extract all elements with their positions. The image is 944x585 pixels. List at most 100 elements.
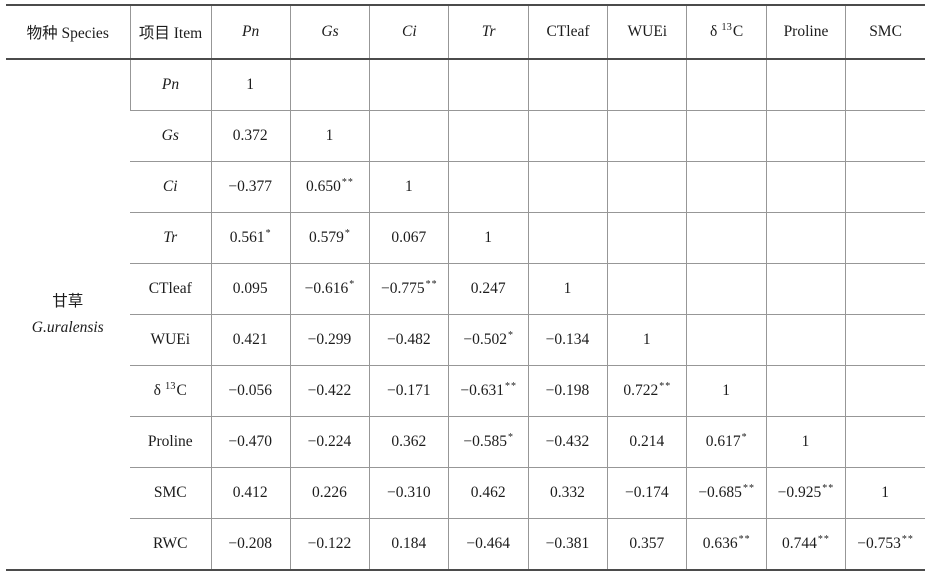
matrix-cell: −0.432	[527, 416, 608, 468]
matrix-cell: −0.616*	[289, 263, 370, 315]
row-label-smc: SMC	[130, 467, 211, 519]
matrix-cell: 0.095	[210, 263, 291, 315]
table-body: 甘草 G.uralensis Pn 1 Gs 0.372 1	[6, 58, 925, 570]
matrix-cell: −0.470	[210, 416, 291, 468]
matrix-cell	[845, 365, 925, 417]
col-header-item: 项目 Item	[129, 5, 211, 60]
col-header-wuei: WUEi	[607, 5, 687, 60]
matrix-cell	[845, 263, 925, 315]
matrix-cell	[607, 161, 687, 213]
row-label-proline: Proline	[130, 416, 211, 468]
col-header-pn: Pn	[210, 5, 291, 60]
table-row-wuei: WUEi 0.421 −0.299 −0.482 −0.502* −0.134 …	[6, 314, 925, 366]
matrix-cell	[686, 110, 767, 162]
matrix-cell	[369, 58, 449, 111]
col-header-gs: Gs	[289, 5, 370, 60]
table-row-rwc: RWC −0.208 −0.122 0.184 −0.464 −0.381 0.…	[6, 518, 925, 570]
col-header-ci: Ci	[369, 5, 449, 60]
matrix-cell: 0.362	[369, 416, 449, 468]
matrix-cell	[765, 212, 846, 264]
matrix-cell: −0.208	[210, 518, 291, 570]
matrix-cell	[527, 161, 608, 213]
col-header-proline: Proline	[765, 5, 846, 60]
matrix-cell	[607, 212, 687, 264]
col-header-ctleaf: CTleaf	[527, 5, 608, 60]
matrix-cell: 0.617*	[686, 416, 767, 468]
matrix-cell: −0.171	[369, 365, 449, 417]
matrix-cell: −0.056	[210, 365, 291, 417]
table-row-proline: Proline −0.470 −0.224 0.362 −0.585* −0.4…	[6, 416, 925, 468]
matrix-cell	[527, 212, 608, 264]
table-row-gs: Gs 0.372 1	[6, 110, 925, 162]
matrix-cell	[607, 263, 687, 315]
matrix-cell: 0.184	[369, 518, 449, 570]
matrix-cell: 0.067	[369, 212, 449, 264]
matrix-cell	[845, 161, 925, 213]
matrix-cell: 1	[845, 467, 925, 519]
header-row: 物种 Species 项目 Item Pn Gs Ci Tr CTleaf WU…	[6, 5, 925, 60]
matrix-cell: 0.579*	[289, 212, 370, 264]
matrix-cell	[527, 58, 608, 111]
row-label-ci: Ci	[130, 161, 211, 213]
matrix-cell	[686, 314, 767, 366]
matrix-cell: −0.482	[369, 314, 449, 366]
matrix-cell	[527, 110, 608, 162]
species-name-cn: 甘草	[52, 292, 84, 310]
table-header: 物种 Species 项目 Item Pn Gs Ci Tr CTleaf WU…	[6, 5, 925, 60]
matrix-cell	[765, 365, 846, 417]
matrix-cell: 0.412	[210, 467, 291, 519]
matrix-cell	[845, 110, 925, 162]
matrix-cell: −0.174	[607, 467, 687, 519]
table-row-delta13c: δ 13C −0.056 −0.422 −0.171 −0.631** −0.19…	[6, 365, 925, 417]
matrix-cell: −0.925**	[765, 467, 846, 519]
delta-symbol: δ	[710, 23, 718, 41]
row-label-wuei: WUEi	[130, 314, 211, 366]
species-cell: 甘草 G.uralensis	[6, 58, 130, 570]
matrix-cell: 0.421	[210, 314, 291, 366]
delta-symbol: δ	[153, 382, 161, 400]
matrix-cell	[845, 212, 925, 264]
row-label-delta13c: δ 13C	[130, 365, 211, 417]
col-header-tr: Tr	[448, 5, 529, 60]
matrix-cell	[686, 263, 767, 315]
matrix-cell: 0.226	[289, 467, 370, 519]
matrix-cell: −0.299	[289, 314, 370, 366]
matrix-cell: −0.134	[527, 314, 608, 366]
matrix-cell	[686, 212, 767, 264]
matrix-cell: 0.722**	[607, 365, 687, 417]
matrix-cell: −0.224	[289, 416, 370, 468]
matrix-cell: −0.775**	[369, 263, 449, 315]
delta-element: C	[732, 23, 744, 41]
matrix-cell: 0.636**	[686, 518, 767, 570]
matrix-cell	[845, 416, 925, 468]
matrix-cell	[448, 110, 529, 162]
matrix-cell: 1	[210, 58, 291, 111]
table-row-pn: 甘草 G.uralensis Pn 1	[6, 58, 925, 570]
matrix-cell: −0.198	[527, 365, 608, 417]
matrix-cell	[845, 58, 925, 111]
table-row-smc: SMC 0.412 0.226 −0.310 0.462 0.332 −0.17…	[6, 467, 925, 519]
matrix-cell	[686, 58, 767, 111]
matrix-cell: −0.685**	[686, 467, 767, 519]
matrix-cell: −0.310	[369, 467, 449, 519]
matrix-cell: 0.744**	[765, 518, 846, 570]
matrix-cell: −0.631**	[448, 365, 529, 417]
matrix-cell: 0.214	[607, 416, 687, 468]
matrix-cell: 0.561*	[210, 212, 291, 264]
row-label-rwc: RWC	[130, 518, 211, 570]
row-label-pn: Pn	[129, 58, 211, 111]
matrix-cell	[686, 161, 767, 213]
matrix-cell	[607, 58, 687, 111]
matrix-cell: 0.357	[607, 518, 687, 570]
table-row-ci: Ci −0.377 0.650** 1	[6, 161, 925, 213]
matrix-cell	[289, 58, 370, 111]
matrix-cell: −0.377	[210, 161, 291, 213]
col-header-species: 物种 Species	[6, 5, 130, 60]
matrix-cell: 0.372	[210, 110, 291, 162]
matrix-cell: 0.332	[527, 467, 608, 519]
matrix-cell: −0.502*	[448, 314, 529, 366]
col-header-delta13c: δ 13C	[686, 5, 767, 60]
matrix-cell	[369, 110, 449, 162]
matrix-cell: 0.650**	[289, 161, 370, 213]
